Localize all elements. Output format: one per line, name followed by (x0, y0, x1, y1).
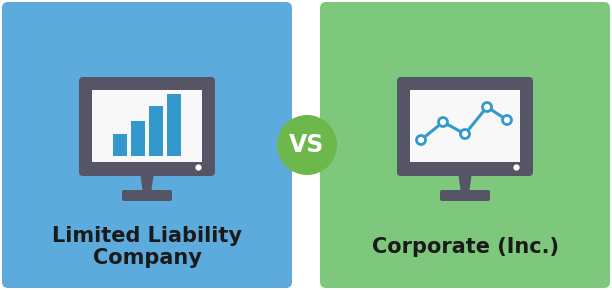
FancyBboxPatch shape (2, 2, 292, 288)
Bar (92, 90, 202, 162)
Bar (83, 162, 211, 172)
Bar (149, 106, 163, 156)
FancyBboxPatch shape (79, 77, 215, 176)
Bar (410, 90, 520, 162)
Text: Company: Company (92, 248, 201, 268)
Polygon shape (140, 172, 154, 192)
Circle shape (439, 117, 447, 126)
Circle shape (502, 115, 512, 124)
Circle shape (460, 130, 469, 139)
FancyBboxPatch shape (440, 190, 490, 201)
Bar (167, 94, 181, 156)
Text: VS: VS (289, 133, 325, 157)
Text: Corporate (Inc.): Corporate (Inc.) (371, 237, 559, 257)
Circle shape (417, 135, 425, 144)
Bar (401, 162, 529, 172)
FancyBboxPatch shape (397, 77, 533, 176)
Circle shape (482, 102, 491, 111)
FancyBboxPatch shape (320, 2, 610, 288)
Bar (113, 134, 127, 156)
Text: Limited Liability: Limited Liability (52, 226, 242, 246)
Bar (131, 121, 145, 156)
Circle shape (277, 115, 337, 175)
Polygon shape (458, 172, 472, 192)
FancyBboxPatch shape (122, 190, 172, 201)
